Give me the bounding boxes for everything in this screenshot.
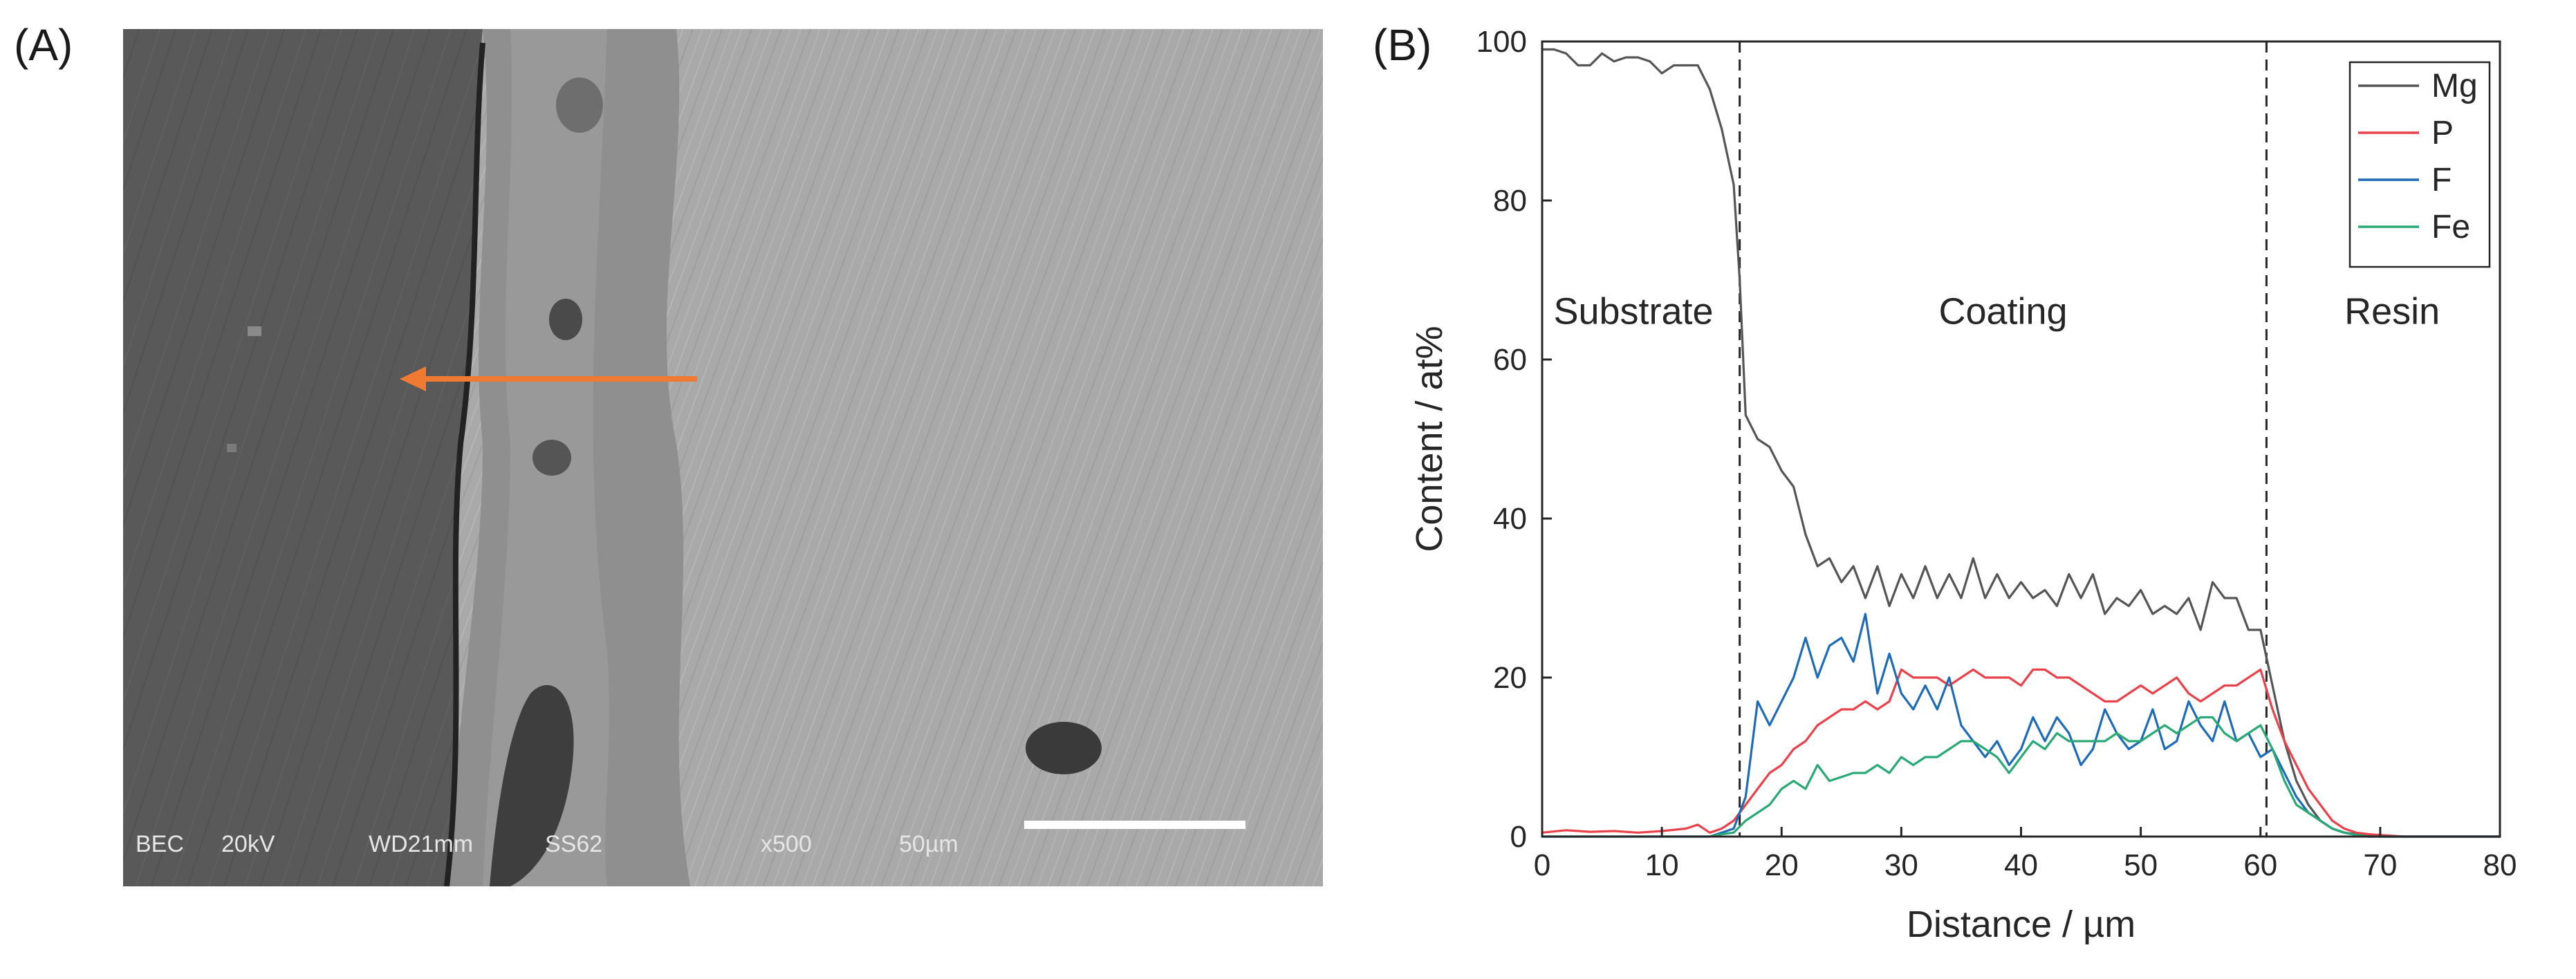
substrate-region <box>123 29 483 886</box>
x-tick-label: 30 <box>1884 848 1918 882</box>
y-axis: 0 20 40 60 80 100 <box>1476 25 1552 854</box>
legend-box <box>2348 61 2491 268</box>
legend: Mg PF Fe <box>2348 61 2491 268</box>
x-axis-title: Distance / µm <box>1907 904 2135 945</box>
sem-scale-bar <box>1024 821 1245 829</box>
y-tick-label: 20 <box>1493 661 1527 695</box>
panel-a-label: (A) <box>14 20 73 70</box>
series-line-fe <box>1542 716 2500 838</box>
sem-spot: SS62 <box>545 831 602 857</box>
sem-working-distance: WD21mm <box>369 831 473 857</box>
sem-mode: BEC <box>136 831 184 857</box>
line-scan-chart: 0 10 20 30 40 50 60 70 80 0 20 40 60 80 100 Substrate… <box>1355 0 2576 979</box>
x-tick-label: 80 <box>2483 848 2517 882</box>
sem-voltage: 20kV <box>221 831 275 857</box>
x-tick-label: 70 <box>2363 848 2397 882</box>
x-tick-label: 0 <box>1534 848 1550 882</box>
x-tick-label: 40 <box>2004 848 2038 882</box>
x-tick-label: 50 <box>2124 848 2158 882</box>
y-tick-label: 100 <box>1476 25 1527 59</box>
x-tick-label: 60 <box>2243 848 2277 882</box>
y-tick-label: 80 <box>1493 184 1527 218</box>
x-axis: 0 10 20 30 40 50 60 70 80 <box>1534 827 2517 882</box>
region-labels: Substrate Coating Resin <box>1553 290 2440 332</box>
series-line-f <box>1542 613 2500 838</box>
y-axis-title: Content / at% <box>1409 326 1450 552</box>
y-tick-label: 0 <box>1510 820 1527 854</box>
sem-magnification: x500 <box>761 831 812 857</box>
series-line-p <box>1541 668 2500 838</box>
legend-label-p: P <box>2431 115 2454 151</box>
panel-b-label: (B) <box>1373 20 1432 70</box>
y-tick-label: 40 <box>1493 502 1527 536</box>
region-label-coating: Coating <box>1938 290 2067 332</box>
sem-scale-text: 50µm <box>899 831 958 857</box>
sem-micrograph: BEC 20kV WD21mm SS62 x500 50µm <box>123 29 1323 886</box>
region-label-substrate: Substrate <box>1553 290 1713 332</box>
region-boundaries <box>1739 41 2268 837</box>
line-scan-arrow <box>400 366 697 391</box>
x-tick-label: 20 <box>1765 848 1799 882</box>
legend-label-fe: Fe <box>2431 209 2470 245</box>
legend-label-mg: Mg <box>2431 68 2478 104</box>
chart-series <box>1541 48 2500 838</box>
x-tick-label: 10 <box>1645 848 1679 882</box>
legend-label-f: F <box>2431 162 2452 198</box>
region-label-resin: Resin <box>2344 290 2440 332</box>
y-tick-label: 60 <box>1493 343 1527 377</box>
series-line-mg <box>1542 48 2500 838</box>
